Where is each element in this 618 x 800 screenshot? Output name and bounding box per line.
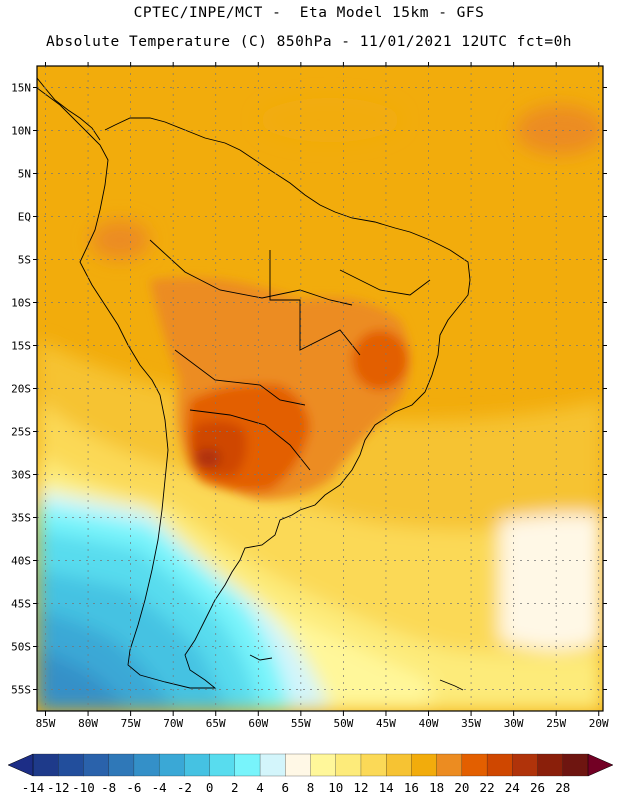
colorbar-cell — [386, 753, 412, 777]
colorbar-label: 22 — [480, 780, 495, 795]
colorbar-cell — [184, 753, 211, 777]
y-tick-label: 45S — [11, 598, 31, 611]
chart-subtitle: Absolute Temperature (C) 850hPa - 11/01/… — [45, 34, 573, 50]
x-tick-label: 85W — [36, 717, 56, 730]
colorbar-cell — [486, 753, 513, 777]
colorbar-label: 14 — [379, 780, 394, 795]
map-panel: 85W 80W 75W 70W 65W 60W 55W 50W 45W 40W 35W 30W 25W 2… — [11, 62, 609, 730]
chart-title: CPTEC/INPE/MCT - Eta Model 15km - GFS — [133, 5, 485, 21]
colorbar-cell — [512, 753, 538, 777]
colorbar-label: 24 — [505, 780, 520, 795]
colorbar-cell — [32, 753, 59, 777]
colorbar-label: 4 — [256, 780, 264, 795]
colorbar-label: 0 — [206, 780, 214, 795]
colorbar-cell — [83, 753, 110, 777]
x-tick-label: 40W — [419, 717, 439, 730]
grid-lines — [37, 66, 603, 711]
x-tick-label: 70W — [163, 717, 183, 730]
colorbar-cell — [58, 753, 84, 777]
colorbar-label: 26 — [530, 780, 545, 795]
colorbar-cell — [411, 753, 438, 777]
colorbar-over-triangle — [587, 753, 614, 777]
y-tick-label: 55S — [11, 684, 31, 697]
y-tick-label: 10S — [11, 297, 31, 310]
colorbar-cell — [310, 753, 337, 777]
colorbar: -14 -12 -10 -8 -6 -4 -2 0 2 4 6 8 10 12 14 16 18 20 22 24 26… — [7, 753, 614, 795]
colorbar-cell — [108, 753, 135, 777]
colorbar-cell — [158, 753, 185, 777]
colorbar-cell — [234, 753, 261, 777]
colorbar-label: 2 — [231, 780, 239, 795]
y-tick-label: 5N — [18, 168, 31, 181]
coastlines — [37, 77, 471, 691]
colorbar-under-triangle — [7, 753, 34, 777]
y-tick-label: 30S — [11, 469, 31, 482]
x-tick-label: 45W — [376, 717, 396, 730]
x-axis: 85W 80W 75W 70W 65W 60W 55W 50W 45W 40W 35W 30W 25W 2… — [36, 62, 609, 730]
colorbar-label: 12 — [353, 780, 368, 795]
colorbar-cell — [360, 753, 387, 777]
x-tick-label: 35W — [461, 717, 481, 730]
colorbar-cell — [562, 753, 589, 777]
colorbar-label: -14 — [22, 780, 45, 795]
x-tick-label: 55W — [291, 717, 311, 730]
colorbar-label: 10 — [328, 780, 343, 795]
y-tick-label: 50S — [11, 641, 31, 654]
x-tick-label: 50W — [333, 717, 353, 730]
colorbar-label: 16 — [404, 780, 419, 795]
colorbar-label: 28 — [555, 780, 570, 795]
y-tick-label: EQ — [18, 211, 31, 224]
y-tick-label: 5S — [18, 254, 31, 267]
y-axis: 15N 10N 5N EQ 5S 10S 15S 20S 25S 30S 35S 40S 45S 50S 5… — [11, 82, 607, 697]
colorbar-label: -6 — [126, 780, 141, 795]
y-tick-label: 10N — [11, 125, 31, 138]
colorbar-cell — [133, 753, 160, 777]
x-tick-label: 80W — [78, 717, 98, 730]
colorbar-label: -12 — [47, 780, 70, 795]
colorbar-cell — [285, 753, 311, 777]
y-tick-label: 25S — [11, 426, 31, 439]
x-tick-label: 75W — [121, 717, 141, 730]
y-tick-label: 15S — [11, 340, 31, 353]
y-tick-label: 20S — [11, 383, 31, 396]
y-tick-label: 40S — [11, 555, 31, 568]
y-tick-label: 15N — [11, 82, 31, 95]
colorbar-label: -4 — [152, 780, 167, 795]
colorbar-cell — [335, 753, 362, 777]
x-tick-label: 25W — [546, 717, 566, 730]
colorbar-label: -2 — [177, 780, 192, 795]
colorbar-cell — [209, 753, 236, 777]
x-tick-label: 65W — [206, 717, 226, 730]
colorbar-cell — [259, 753, 286, 777]
y-tick-label: 35S — [11, 512, 31, 525]
colorbar-label: 18 — [429, 780, 444, 795]
x-tick-label: 20W — [589, 717, 609, 730]
colorbar-cell — [537, 753, 564, 777]
colorbar-label: 6 — [282, 780, 290, 795]
colorbar-cell — [436, 753, 463, 777]
colorbar-label: 8 — [307, 780, 315, 795]
x-tick-label: 30W — [504, 717, 524, 730]
colorbar-label: 20 — [454, 780, 469, 795]
colorbar-cell — [461, 753, 488, 777]
temperature-field — [37, 66, 603, 711]
colorbar-label: -8 — [101, 780, 116, 795]
x-tick-label: 60W — [248, 717, 268, 730]
colorbar-label: -10 — [72, 780, 95, 795]
